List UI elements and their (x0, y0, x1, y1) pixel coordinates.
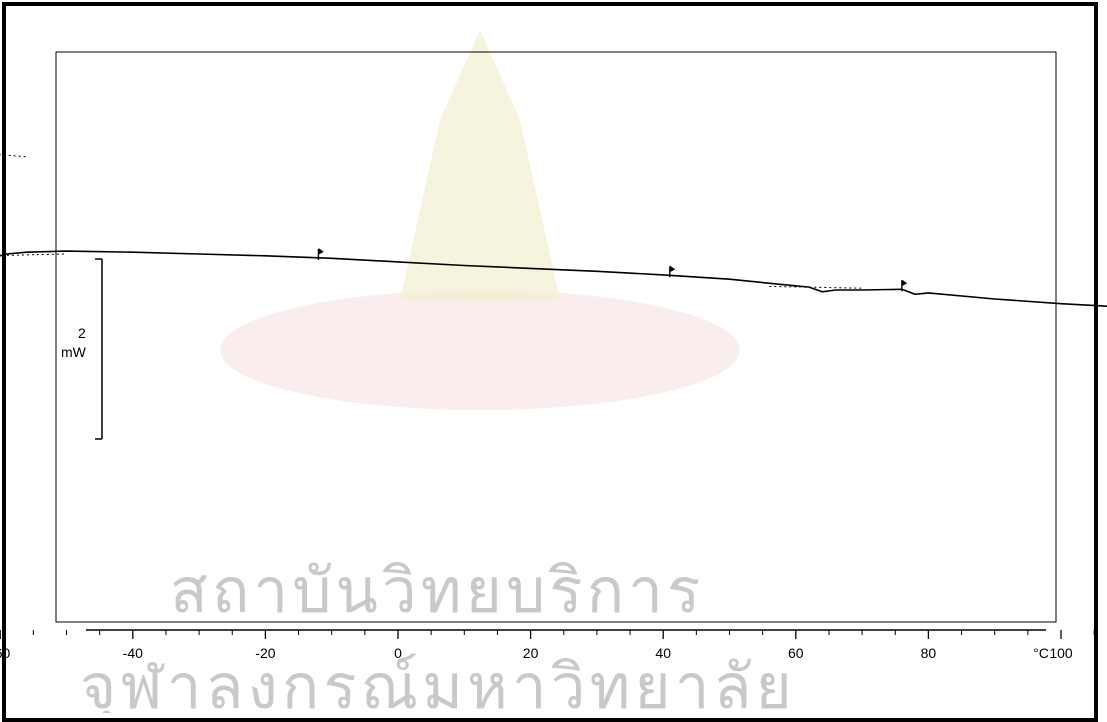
watermark-emblem-crown (400, 30, 560, 300)
x-tick-label: -60 (0, 645, 11, 661)
scale-bar: 2 mW (61, 259, 102, 439)
x-tick-label: -20 (255, 645, 275, 661)
x-tick-label: -40 (123, 645, 143, 661)
tangent-line (769, 286, 862, 288)
watermark-emblem (220, 290, 740, 410)
watermark: สถาบันวิทยบริการ จุฬาลงกรณ์มหาวิทยาลัย (80, 30, 796, 713)
x-tick-label: 20 (523, 645, 539, 661)
x-axis-unit-label: °C (1033, 645, 1049, 661)
x-tick-label: 60 (788, 645, 804, 661)
scale-bar-value: 2 (78, 325, 86, 341)
scale-bar-unit: mW (61, 344, 87, 360)
watermark-line-2: จุฬาลงกรณ์มหาวิทยาลัย (80, 650, 796, 713)
watermark-line-1: สถาบันวิทยบริการ (170, 554, 704, 627)
x-tick-label: 40 (655, 645, 671, 661)
x-tick-label: 0 (394, 645, 402, 661)
tangent-line (0, 150, 27, 157)
x-tick-label: 100 (1049, 645, 1073, 661)
x-tick-label: 80 (921, 645, 937, 661)
x-axis (0, 630, 1107, 639)
